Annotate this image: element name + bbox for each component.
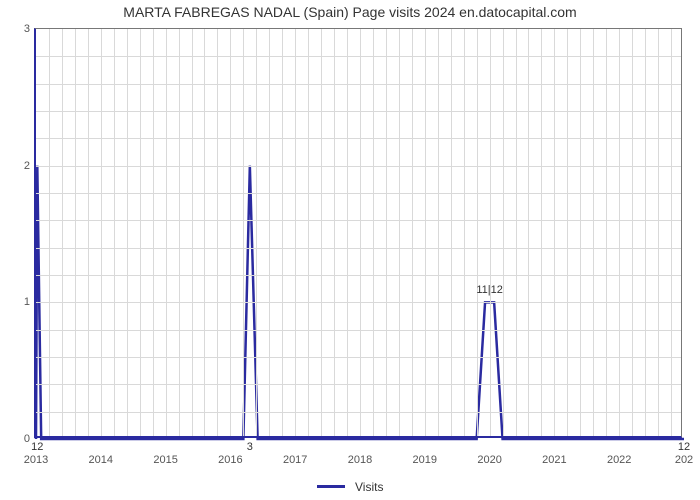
gridline-h [36,220,681,221]
gridline-v [593,29,594,436]
gridline-v [438,29,439,436]
gridline-h [36,138,681,139]
x-tick-label: 2015 [153,436,177,466]
gridline-h [36,330,681,331]
gridline-v [49,29,50,436]
x-tick-label: 2022 [607,436,631,466]
gridline-h [36,248,681,249]
gridline-h [36,275,681,276]
gridline-v [282,29,283,436]
gridline-v [516,29,517,436]
gridline-v [425,29,426,436]
gridline-v [451,29,452,436]
gridline-v [464,29,465,436]
gridline-v [75,29,76,436]
gridline-v [606,29,607,436]
gridline-v [399,29,400,436]
point-label: 12 [31,441,43,453]
gridline-v [386,29,387,436]
gridline-v [580,29,581,436]
gridline-v [658,29,659,436]
gridline-v [88,29,89,436]
gridline-v [334,29,335,436]
gridline-v [645,29,646,436]
x-tick-label: 2021 [542,436,566,466]
gridline-v [347,29,348,436]
gridline-v [490,29,491,436]
gridline-v [179,29,180,436]
gridline-v [101,29,102,436]
gridline-v [127,29,128,436]
gridline-v [632,29,633,436]
gridline-h [36,357,681,358]
point-label: 3 [247,441,253,453]
point-label: 11|12 [476,284,503,296]
gridline-v [140,29,141,436]
x-tick-label: 2014 [89,436,113,466]
gridline-v [308,29,309,436]
gridline-v [412,29,413,436]
y-tick-label: 3 [24,23,36,35]
x-tick-label: 2020 [477,436,501,466]
plot-area: 0123201320142015201620172018201920202021… [34,28,682,438]
gridline-v [360,29,361,436]
gridline-v [166,29,167,436]
chart-title: MARTA FABREGAS NADAL (Spain) Page visits… [0,4,700,20]
gridline-h [36,84,681,85]
legend-label: Visits [355,480,383,494]
gridline-v [295,29,296,436]
gridline-v [269,29,270,436]
legend: Visits [0,478,700,496]
x-tick-label: 2016 [218,436,242,466]
gridline-v [114,29,115,436]
gridline-v [671,29,672,436]
gridline-h [36,56,681,57]
legend-swatch [317,485,345,488]
gridline-h [36,166,681,167]
gridline-v [192,29,193,436]
gridline-v [554,29,555,436]
gridline-v [230,29,231,436]
gridline-v [217,29,218,436]
gridline-v [321,29,322,436]
x-tick-label: 2018 [348,436,372,466]
gridline-v [243,29,244,436]
y-tick-label: 1 [24,296,36,308]
gridline-v [153,29,154,436]
gridline-h [36,193,681,194]
gridline-v [567,29,568,436]
gridline-v [477,29,478,436]
gridline-v [541,29,542,436]
gridline-h [36,384,681,385]
x-tick-label: 2019 [413,436,437,466]
gridline-v [619,29,620,436]
gridline-h [36,412,681,413]
gridline-v [528,29,529,436]
chart-container: MARTA FABREGAS NADAL (Spain) Page visits… [0,0,700,500]
gridline-v [204,29,205,436]
gridline-v [62,29,63,436]
y-tick-label: 2 [24,160,36,172]
point-label: 12 [678,441,690,453]
gridline-h [36,302,681,303]
gridline-v [503,29,504,436]
gridline-h [36,111,681,112]
x-tick-label: 2017 [283,436,307,466]
gridline-v [373,29,374,436]
gridline-v [256,29,257,436]
